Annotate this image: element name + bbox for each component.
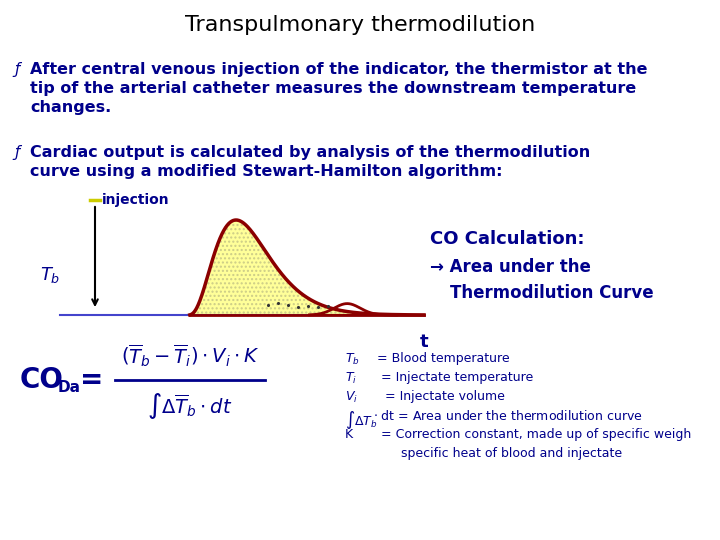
Text: $\cdot$ dt = Area under the thermodilution curve: $\cdot$ dt = Area under the thermodiluti… (373, 409, 643, 423)
Text: After central venous injection of the indicator, the thermistor at the
tip of th: After central venous injection of the in… (30, 62, 647, 116)
Text: = Injectate volume: = Injectate volume (373, 390, 505, 403)
Text: $T_i$: $T_i$ (345, 371, 357, 386)
Text: = Blood temperature: = Blood temperature (373, 352, 510, 365)
Text: = Correction constant, made up of specific weigh: = Correction constant, made up of specif… (373, 428, 691, 441)
Text: Transpulmonary thermodilution: Transpulmonary thermodilution (185, 15, 535, 35)
Text: CO Calculation:: CO Calculation: (430, 230, 585, 248)
Text: $T_b$: $T_b$ (40, 265, 60, 285)
Text: t: t (420, 333, 428, 351)
Text: $(\overline{T}_b - \overline{T}_i) \cdot V_i \cdot K$: $(\overline{T}_b - \overline{T}_i) \cdot… (121, 343, 259, 369)
Text: specific heat of blood and injectate: specific heat of blood and injectate (373, 447, 622, 460)
Text: $V_i$: $V_i$ (345, 390, 358, 405)
Text: K: K (345, 428, 353, 441)
Text: $\int \Delta T_b$: $\int \Delta T_b$ (345, 409, 377, 431)
Text: Cardiac output is calculated by analysis of the thermodilution
curve using a mod: Cardiac output is calculated by analysis… (30, 145, 590, 179)
Text: CO: CO (20, 366, 64, 394)
Text: → Area under the: → Area under the (430, 258, 591, 276)
Text: = Injectate temperature: = Injectate temperature (373, 371, 534, 384)
Text: Da: Da (58, 380, 81, 395)
Text: $\int \Delta \overline{T}_b \cdot dt$: $\int \Delta \overline{T}_b \cdot dt$ (148, 391, 233, 421)
Text: ƒ: ƒ (14, 62, 19, 77)
Text: =: = (80, 366, 104, 394)
Text: ƒ: ƒ (14, 145, 19, 160)
Text: $T_b$: $T_b$ (345, 352, 360, 367)
Text: injection: injection (102, 193, 170, 207)
Text: Thermodilution Curve: Thermodilution Curve (450, 284, 654, 302)
